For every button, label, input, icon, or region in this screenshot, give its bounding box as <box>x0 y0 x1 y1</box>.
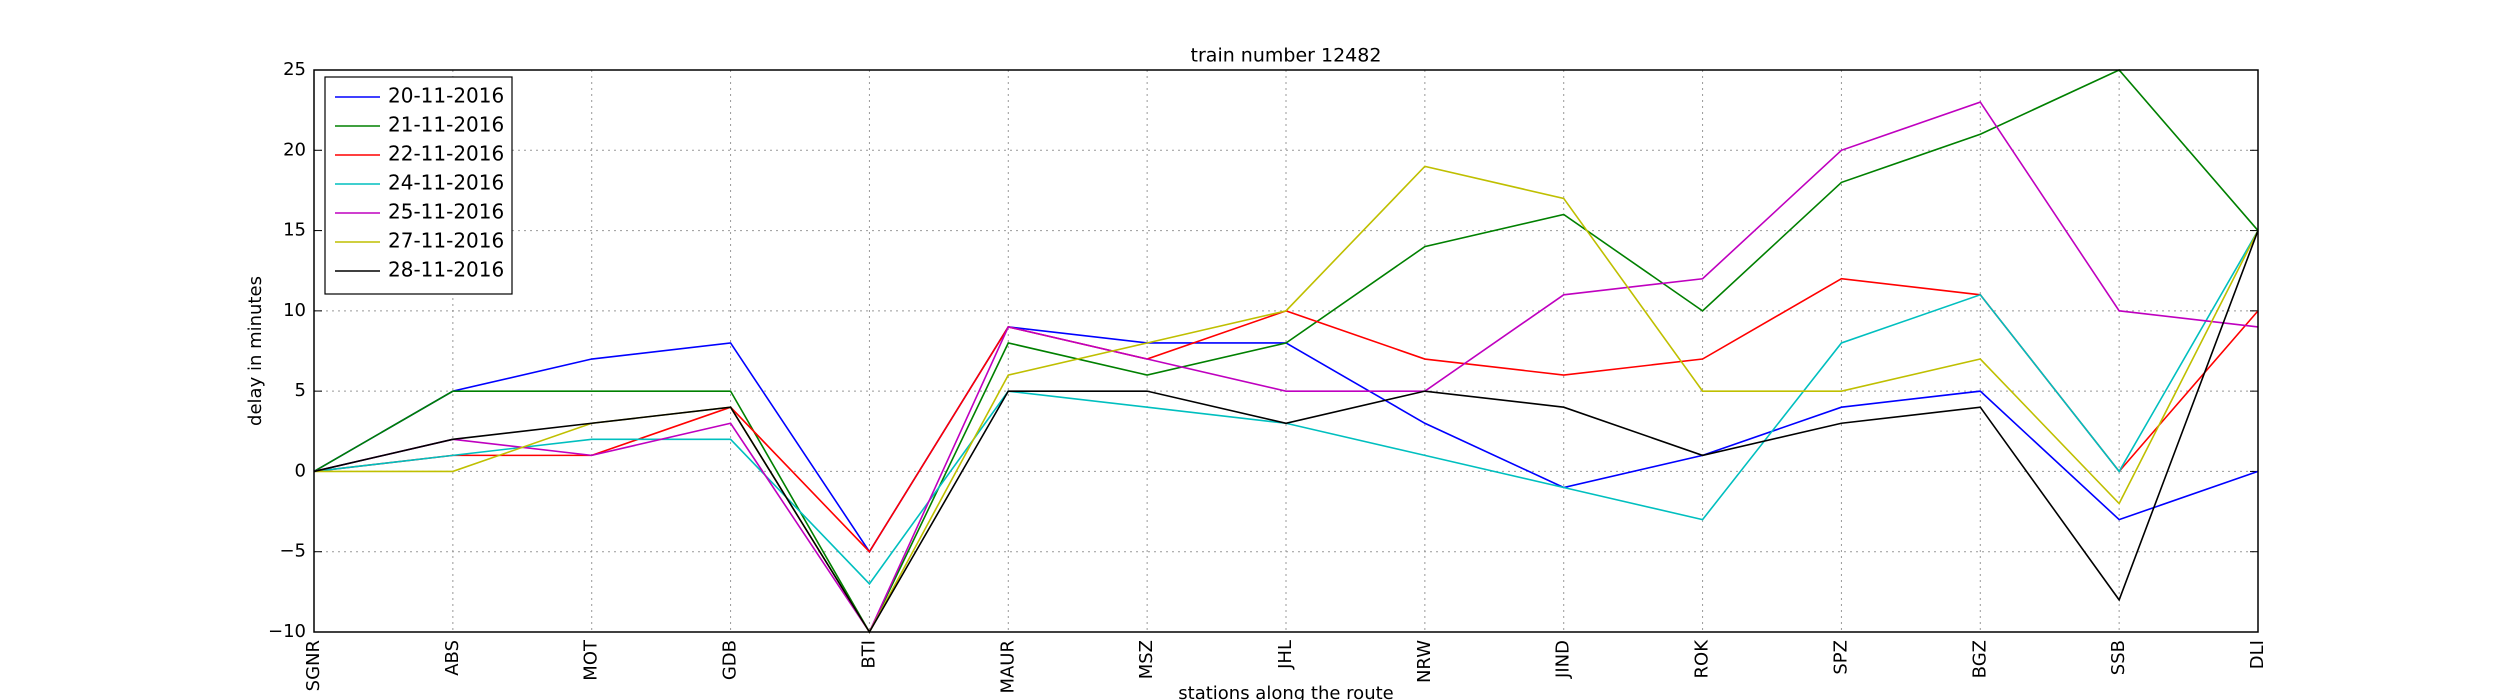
x-axis-label: stations along the route <box>1178 683 1393 700</box>
plot-frame <box>313 69 2259 633</box>
series-line <box>313 69 2259 634</box>
chart-title: train number 12482 <box>1191 45 1382 67</box>
x-tick-label: MSZ <box>1136 640 1157 679</box>
x-tick-label: MAUR <box>997 640 1018 694</box>
x-tick-label: JHL <box>1275 640 1296 670</box>
series-line <box>313 277 2259 554</box>
series-line <box>313 101 2259 634</box>
legend-label: 24-11-2016 <box>388 171 504 195</box>
y-tick-label: 25 <box>283 59 306 80</box>
legend-label: 21-11-2016 <box>388 113 504 137</box>
x-tick-label: SGNR <box>303 640 324 691</box>
y-axis-label: delay in minutes <box>245 276 266 426</box>
x-tick-label: NRW <box>1414 640 1435 683</box>
y-tick-label: −5 <box>279 541 306 562</box>
x-tick-label: GDB <box>720 640 741 680</box>
series-line <box>313 230 2259 634</box>
x-tick-label: BGZ <box>1969 640 1990 678</box>
y-tick-label: 0 <box>295 460 306 481</box>
y-tick-label: −10 <box>268 621 306 642</box>
x-tick-label: SSB <box>2108 640 2129 675</box>
y-tick-label: 15 <box>283 220 306 241</box>
y-tick-label: 10 <box>283 300 306 321</box>
legend-label: 20-11-2016 <box>388 84 504 108</box>
x-tick-label: BTI <box>858 640 879 669</box>
x-tick-label: MOT <box>581 639 602 681</box>
x-tick-label: ABS <box>442 640 463 676</box>
legend-box <box>324 76 513 295</box>
y-tick-label: 5 <box>295 380 306 401</box>
x-tick-label: DLI <box>2247 640 2268 669</box>
legend-label: 27-11-2016 <box>388 229 504 253</box>
legend-label: 22-11-2016 <box>388 142 504 166</box>
y-tick-label: 20 <box>283 139 306 160</box>
legend-label: 25-11-2016 <box>388 200 504 224</box>
legend-label: 28-11-2016 <box>388 258 504 282</box>
x-tick-label: ROK <box>1692 639 1713 679</box>
x-tick-label: JIND <box>1553 640 1574 679</box>
x-tick-label: SPZ <box>1830 640 1851 675</box>
